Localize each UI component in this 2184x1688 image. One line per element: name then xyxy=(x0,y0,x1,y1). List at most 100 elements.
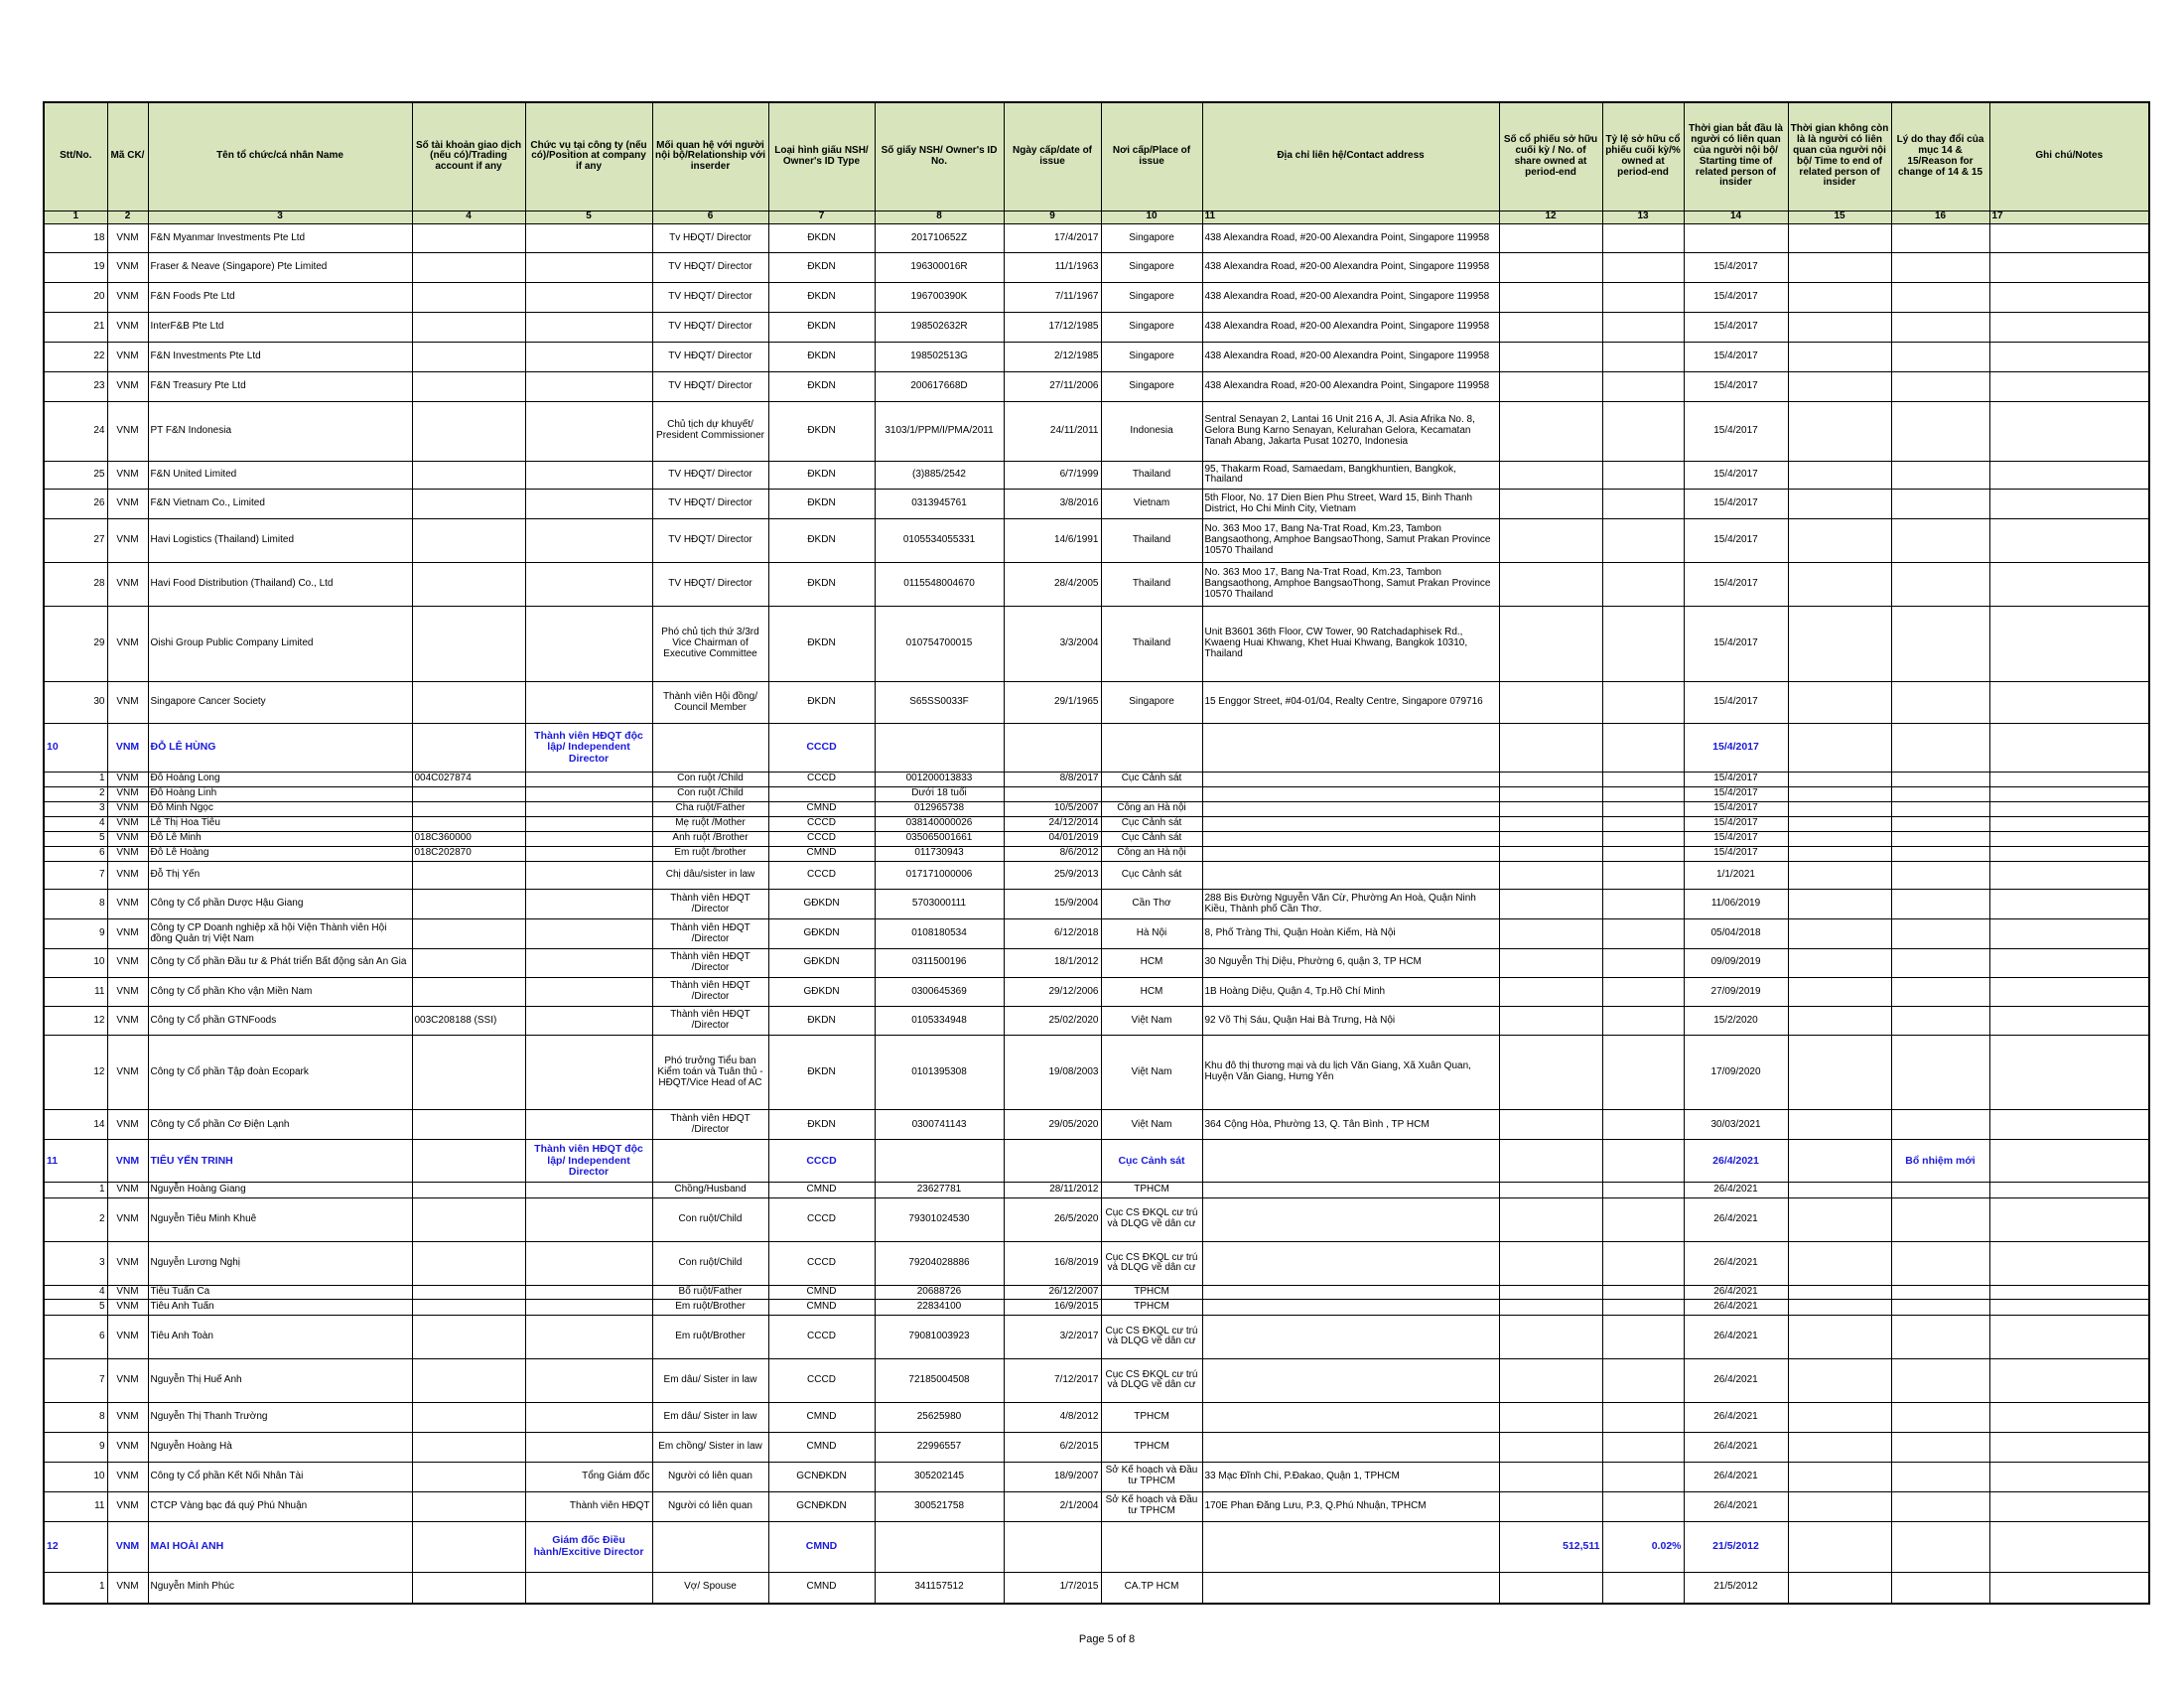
data-row: 1 VNM Nguyễn Hoàng Giang Chồng/Husband CMND 2… xyxy=(43,1182,2150,1198)
cell xyxy=(524,1034,653,1111)
cell xyxy=(411,1109,526,1141)
cell xyxy=(1787,1284,1892,1301)
cell: 14/6/1991 xyxy=(1003,518,1102,564)
cell xyxy=(1787,860,1892,891)
cell: TV HĐQT/ Director xyxy=(651,370,769,402)
cell xyxy=(1201,1520,1500,1573)
column-number: 2 xyxy=(106,210,149,224)
cell xyxy=(1601,606,1685,682)
cell: Singapore xyxy=(1100,252,1203,284)
cell: 364 Cộng Hòa, Phường 13, Q. Tân Bình , T… xyxy=(1201,1109,1500,1141)
cell xyxy=(1988,518,2150,564)
cell: 6/2/2015 xyxy=(1003,1431,1102,1463)
cell: ĐKDN xyxy=(767,1034,876,1111)
cell xyxy=(1201,1299,1500,1316)
cell: Thành viên HĐQT độc lập/ Independent Dir… xyxy=(524,723,653,773)
cell: 25/02/2020 xyxy=(1003,1006,1102,1036)
cell: No. 363 Moo 17, Bang Na-Trat Road, Km.23… xyxy=(1201,562,1500,608)
cell xyxy=(1601,252,1685,284)
cell xyxy=(1601,918,1685,950)
cell: GĐKDN xyxy=(767,948,876,978)
cell: 04/01/2019 xyxy=(1003,830,1102,847)
data-row: 23 VNM F&N Treasury Pte Ltd TV HĐQT/ Direct… xyxy=(43,370,2150,402)
cell xyxy=(1787,1034,1892,1111)
cell xyxy=(1787,1431,1892,1463)
cell xyxy=(524,976,653,1008)
cell: Việt Nam xyxy=(1100,1006,1203,1036)
cell: Cần Thơ xyxy=(1100,889,1203,920)
cell xyxy=(411,1357,526,1403)
cell: CCCD xyxy=(767,1357,876,1403)
cell xyxy=(1498,680,1603,725)
cell: 24/12/2014 xyxy=(1003,815,1102,832)
cell: 27/09/2019 xyxy=(1683,976,1789,1008)
cell xyxy=(1988,1357,2150,1403)
cell: VNM xyxy=(106,1182,149,1198)
cell: 21/5/2012 xyxy=(1683,1571,1789,1605)
cell xyxy=(1890,889,1990,920)
cell xyxy=(1601,1182,1685,1198)
data-row: 10 VNM Công ty Cổ phần Đầu tư & Phát triển… xyxy=(43,948,2150,978)
cell: Công ty Cổ phần GTNFoods xyxy=(147,1006,413,1036)
cell: 22996557 xyxy=(874,1431,1005,1463)
cell xyxy=(1988,400,2150,462)
cell xyxy=(411,222,526,254)
cell: Singapore xyxy=(1100,312,1203,344)
cell xyxy=(1787,976,1892,1008)
cell: ĐKDN xyxy=(767,252,876,284)
cell: 26/4/2021 xyxy=(1683,1196,1789,1242)
cell: GCNĐKDN xyxy=(767,1490,876,1522)
cell xyxy=(1988,222,2150,254)
cell xyxy=(411,918,526,950)
cell xyxy=(524,860,653,891)
cell: Nguyễn Lương Nghị xyxy=(147,1240,413,1286)
cell: Thailand xyxy=(1100,460,1203,491)
cell xyxy=(411,1520,526,1573)
cell: PT F&N Indonesia xyxy=(147,400,413,462)
cell: 26/4/2021 xyxy=(1683,1401,1789,1433)
cell: CCCD xyxy=(767,830,876,847)
cell xyxy=(1201,860,1500,891)
cell: Công ty CP Doanh nghiệp xã hội Viện Thàn… xyxy=(147,918,413,950)
cell xyxy=(1498,845,1603,862)
cell: TPHCM xyxy=(1100,1299,1203,1316)
cell: 23 xyxy=(43,370,108,402)
cell xyxy=(411,815,526,832)
cell: 26/4/2021 xyxy=(1683,1490,1789,1522)
cell xyxy=(1890,1490,1990,1522)
cell: 0311500196 xyxy=(874,948,1005,978)
cell xyxy=(411,1571,526,1605)
cell: 28/11/2012 xyxy=(1003,1182,1102,1198)
cell xyxy=(651,1520,769,1573)
cell xyxy=(524,1401,653,1433)
header-cell: Địa chỉ liên hệ/Contact address xyxy=(1201,101,1500,211)
cell: 1/1/2021 xyxy=(1683,860,1789,891)
cell xyxy=(1890,1109,1990,1141)
cell xyxy=(1498,222,1603,254)
cell xyxy=(1787,606,1892,682)
cell: 7 xyxy=(43,1357,108,1403)
cell xyxy=(1787,889,1892,920)
column-number: 17 xyxy=(1988,210,2150,224)
cell xyxy=(1787,1401,1892,1433)
cell: 15/4/2017 xyxy=(1683,771,1789,787)
cell xyxy=(1890,948,1990,978)
cell: VNM xyxy=(106,860,149,891)
cell: VNM xyxy=(106,948,149,978)
cell: Sở Kế hoạch và Đầu tư TPHCM xyxy=(1100,1490,1203,1522)
data-row: 9 VNM Nguyễn Hoàng Hà Em chồng/ Sister in l… xyxy=(43,1431,2150,1463)
cell xyxy=(1787,1006,1892,1036)
cell xyxy=(1601,342,1685,372)
cell: CMND xyxy=(767,1299,876,1316)
cell xyxy=(524,771,653,787)
cell: 29 xyxy=(43,606,108,682)
cell xyxy=(1201,1240,1500,1286)
cell xyxy=(1201,1139,1500,1184)
cell xyxy=(1787,252,1892,284)
cell: Nguyễn Minh Phúc xyxy=(147,1571,413,1605)
cell: Em ruột/Brother xyxy=(651,1299,769,1316)
cell xyxy=(524,1299,653,1316)
cell: Havi Food Distribution (Thailand) Co., L… xyxy=(147,562,413,608)
cell xyxy=(1601,845,1685,862)
data-row: 2 VNM Đỗ Hoàng Linh Con ruột /Child Dưới 18 … xyxy=(43,785,2150,802)
